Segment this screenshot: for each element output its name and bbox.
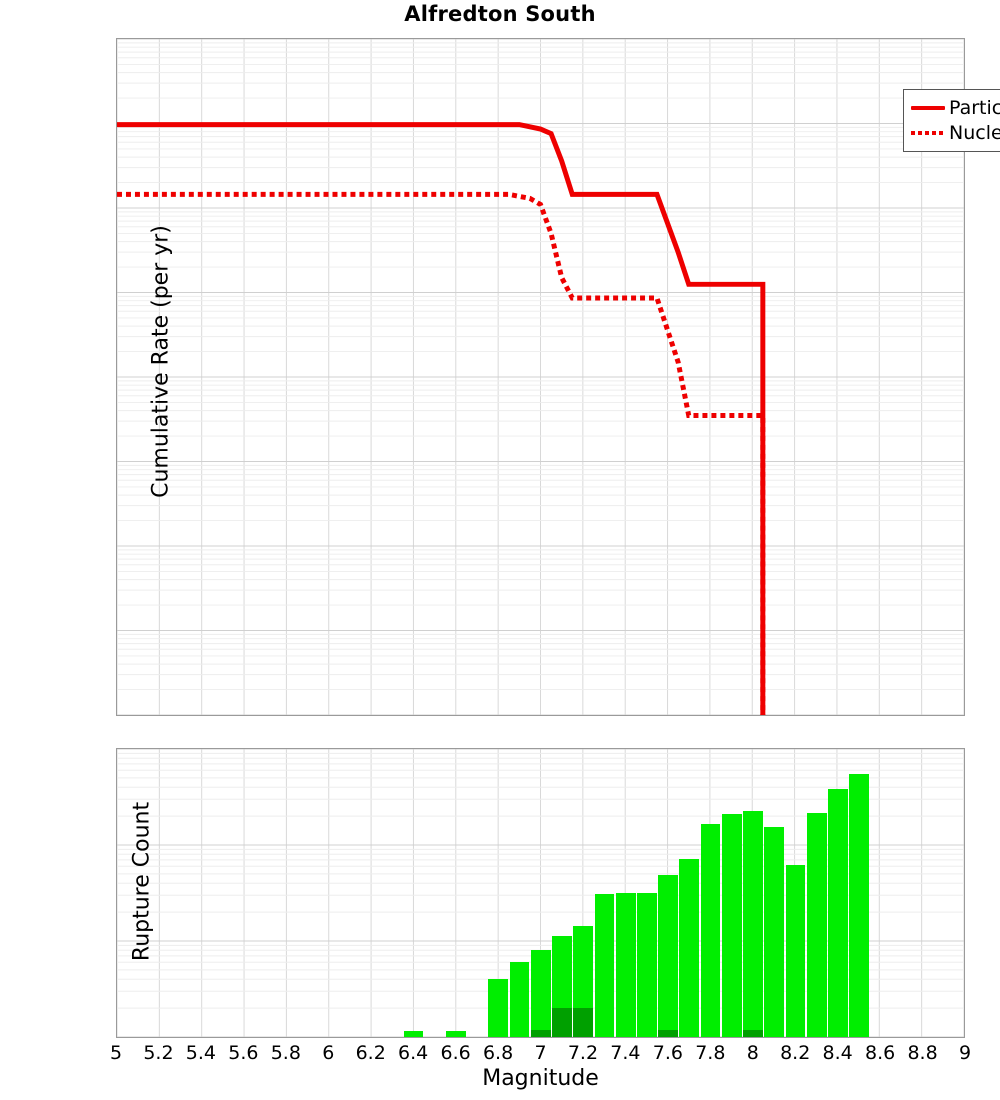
bar-segment-available <box>530 949 551 1037</box>
legend-label-nucleation: Nucleation <box>949 121 1000 144</box>
bar-segment-available <box>806 812 827 1037</box>
rupture-bar <box>488 747 509 1037</box>
bar-segment-utilized <box>743 1030 763 1037</box>
bar-segment-available <box>849 773 869 1037</box>
rupture-bar <box>743 747 763 1037</box>
rupture-bar <box>849 747 869 1037</box>
bar-segment-utilized <box>573 1007 594 1037</box>
bar-segment-utilized <box>552 1007 572 1037</box>
x-tick-5-8: 5.8 <box>270 1042 301 1064</box>
x-tick-8-6: 8.6 <box>864 1042 896 1064</box>
rupture-bar <box>828 747 848 1037</box>
x-tick-6: 6 <box>322 1042 335 1064</box>
bar-segment-available <box>828 788 848 1037</box>
bar-segment-available <box>743 810 763 1037</box>
x-tick-7-2: 7.2 <box>567 1042 599 1064</box>
bar-segment-available <box>488 978 509 1037</box>
legend-item-participation[interactable]: Participation <box>911 95 1000 120</box>
x-axis-label: Magnitude <box>482 1066 599 1091</box>
bar-segment-available <box>700 823 721 1037</box>
x-tick-7: 7 <box>534 1042 547 1064</box>
bar-segment-utilized <box>658 1030 678 1037</box>
x-tick-5-6: 5.6 <box>228 1042 259 1064</box>
rupture-bar <box>764 747 785 1037</box>
dotted-line-swatch-icon <box>911 130 945 135</box>
rupture-bar <box>700 747 721 1037</box>
top-plot-gridlines <box>117 39 964 715</box>
legend-label-participation: Participation <box>949 96 1000 119</box>
rupture-bar <box>721 747 742 1037</box>
rupture-bar <box>594 747 615 1037</box>
bottom-plot-gridlines <box>117 749 964 1037</box>
bar-segment-available <box>658 875 678 1037</box>
x-tick-5-2: 5.2 <box>143 1042 174 1064</box>
bar-segment-available <box>679 858 700 1037</box>
mfd-legend: Participation Nucleation <box>903 89 1000 152</box>
rupture-count-plot: Rupture Count Available Ruptures Utilize… <box>116 748 965 1038</box>
x-tick-6-2: 6.2 <box>355 1042 386 1064</box>
rupture-bar <box>658 747 678 1037</box>
mfd-curves <box>117 122 766 715</box>
bar-segment-available <box>764 826 785 1037</box>
rupture-bar <box>530 747 551 1037</box>
x-tick-7-8: 7.8 <box>695 1042 726 1064</box>
rupture-bar <box>509 747 530 1037</box>
rupture-bar <box>552 747 572 1037</box>
bar-segment-available <box>403 1031 424 1037</box>
bar-segment-available <box>785 865 806 1037</box>
top-y-axis-label: Cumulative Rate (per yr) <box>148 225 174 498</box>
rupture-bars <box>117 749 964 1037</box>
bar-segment-available <box>615 892 636 1037</box>
x-tick-7-4: 7.4 <box>610 1042 641 1064</box>
legend-item-nucleation[interactable]: Nucleation <box>911 120 1000 145</box>
page-title: Alfredton South <box>404 2 596 26</box>
bar-segment-available <box>721 813 742 1037</box>
solid-line-swatch-icon <box>911 105 945 110</box>
rupture-bar <box>403 747 424 1037</box>
rupture-bar <box>615 747 636 1037</box>
x-tick-8-4: 8.4 <box>822 1042 853 1064</box>
x-tick-5: 5 <box>109 1042 123 1064</box>
rupture-bar <box>679 747 700 1037</box>
rupture-bar <box>573 747 594 1037</box>
rupture-bar <box>637 747 657 1037</box>
x-tick-9: 9 <box>958 1042 972 1064</box>
bar-segment-available <box>637 892 657 1037</box>
bar-segment-utilized <box>530 1030 551 1037</box>
bar-segment-available <box>594 894 615 1037</box>
x-tick-6-6: 6.6 <box>440 1042 471 1064</box>
x-tick-6-8: 6.8 <box>482 1042 514 1064</box>
bar-segment-available <box>445 1031 466 1037</box>
x-tick-8: 8 <box>746 1042 759 1064</box>
x-tick-7-6: 7.6 <box>652 1042 683 1064</box>
bar-segment-available <box>509 961 530 1037</box>
x-tick-8-8: 8.8 <box>907 1042 938 1064</box>
rupture-bar <box>445 747 466 1037</box>
rupture-bar <box>785 747 806 1037</box>
x-tick-6-4: 6.4 <box>398 1042 429 1064</box>
rupture-bar <box>806 747 827 1037</box>
bottom-y-axis-label: Rupture Count <box>129 801 155 962</box>
cumulative-rate-plot: Cumulative Rate (per yr) Participation N… <box>116 38 1000 716</box>
x-tick-8-2: 8.2 <box>780 1042 811 1064</box>
x-tick-5-4: 5.4 <box>185 1042 216 1064</box>
